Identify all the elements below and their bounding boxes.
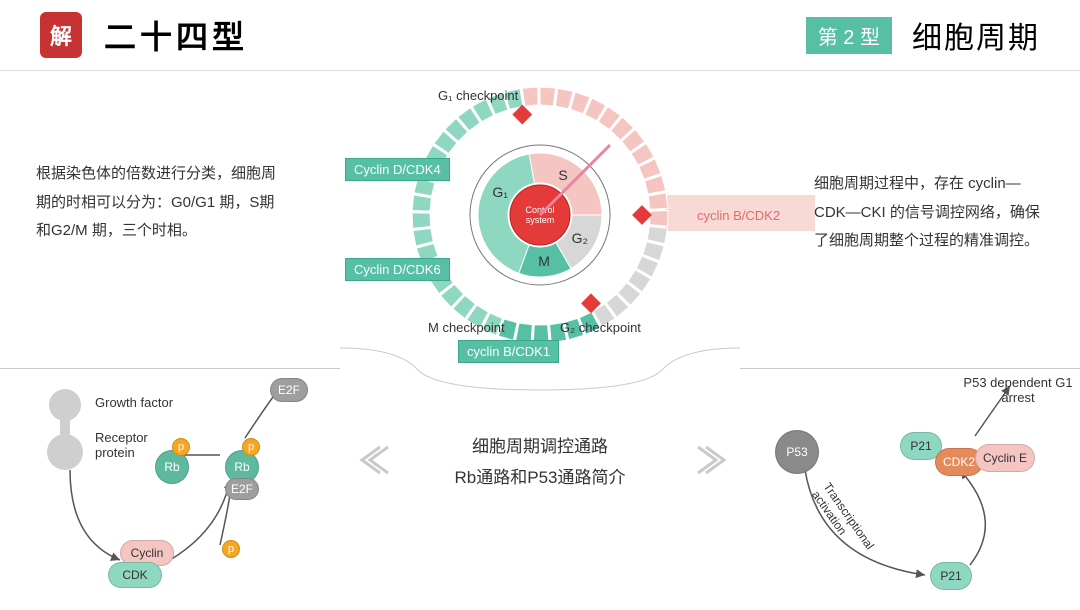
core-label-2: system xyxy=(526,215,555,225)
receptor-icon xyxy=(47,434,83,470)
tag-cyclin-d-cdk6: Cyclin D/CDK6 xyxy=(345,258,450,281)
p53-bubble: P53 xyxy=(775,430,819,474)
growth-factor-label: Growth factor xyxy=(95,395,173,410)
p21-prod-bubble: P21 xyxy=(930,562,972,590)
g2-checkpoint-label: G₂ checkpoint xyxy=(560,320,641,335)
cell-cycle-wheel: Control system G₁ S G₂ M xyxy=(370,80,710,350)
logo-stamp: 解 xyxy=(40,12,82,58)
tag-cyclin-d-cdk4: Cyclin D/CDK4 xyxy=(345,158,450,181)
phase-s-label: S xyxy=(558,167,567,183)
e2f-free: E2F xyxy=(270,378,308,402)
header-divider xyxy=(0,70,1080,71)
logo-glyph: 解 xyxy=(50,19,72,51)
lower-divider-left xyxy=(0,368,340,369)
p-bubble-3: p xyxy=(222,540,240,558)
chevron-left-icon xyxy=(358,445,398,475)
rb-pathway xyxy=(20,370,350,610)
header-right: 第 2 型 细胞周期 xyxy=(806,13,1040,57)
page-title: 细胞周期 xyxy=(912,13,1040,57)
lower-divider-right xyxy=(740,368,1080,369)
p53-arrest-label: P53 dependent G1 arrest xyxy=(958,375,1078,405)
phase-g1-label: G₁ xyxy=(492,184,508,200)
p53-pathway xyxy=(750,370,1070,610)
cdk-box: CDK xyxy=(108,562,162,588)
phase-m-label: M xyxy=(538,253,550,269)
lower-divider-curve xyxy=(338,340,742,400)
chevron-right-icon xyxy=(688,445,728,475)
brand-text: 二十四型 xyxy=(104,12,248,58)
left-paragraph: 根据染色体的倍数进行分类，细胞周期的时相可以分为：G0/G1 期，S期和G2/M… xyxy=(36,160,276,246)
e2f-bound: E2F xyxy=(225,478,259,500)
growth-factor-icon xyxy=(49,389,81,421)
m-checkpoint-label: M checkpoint xyxy=(428,320,505,335)
g1-checkpoint-label: G₁ checkpoint xyxy=(438,88,518,103)
type-chip: 第 2 型 xyxy=(806,17,892,54)
cyclin-e-bubble: Cyclin E xyxy=(975,444,1035,472)
right-paragraph: 细胞周期过程中，存在 cyclin—CDK—CKI 的信号调控网络，确保了细胞周… xyxy=(814,170,1044,256)
p-bubble-2: p xyxy=(242,438,260,456)
phase-g2-label: G₂ xyxy=(572,230,588,246)
tag-cyclin-b-cdk2: cyclin B/CDK2 xyxy=(697,208,780,223)
p-bubble-1: p xyxy=(172,438,190,456)
receptor-label: Receptor protein xyxy=(95,430,165,460)
header-bar: 解 二十四型 第 2 型 细胞周期 xyxy=(0,0,1080,66)
